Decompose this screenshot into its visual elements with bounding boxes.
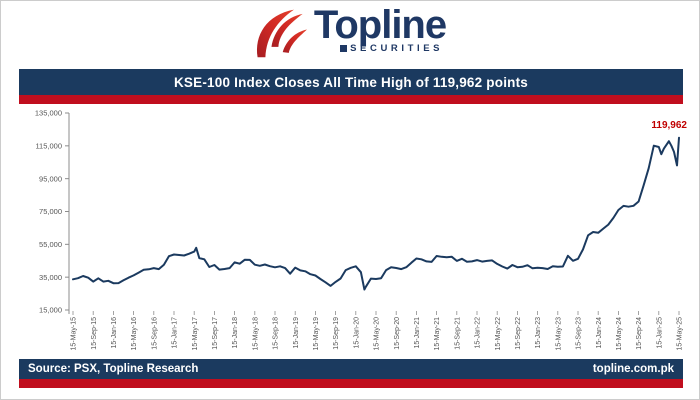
x-tick-label: 15-Jan-17 [172, 317, 179, 349]
x-tick-label: 15-May-18 [252, 317, 259, 351]
title-banner: KSE-100 Index Closes All Time High of 11… [19, 69, 683, 104]
title-banner-bar: KSE-100 Index Closes All Time High of 11… [19, 69, 683, 95]
kse100-chart: 15,000 35,000 55,000 75,000 95,000 115,000 135… [19, 106, 693, 358]
logo-brand: Topline [313, 3, 447, 47]
x-tick-label: 15-May-23 [555, 317, 562, 351]
website-label: topline.com.pk [592, 363, 674, 375]
logo-subtitle: SECURITIES [314, 43, 446, 54]
y-tick-label: 95,000 [39, 174, 62, 183]
x-tick-label: 15-May-24 [616, 317, 623, 351]
x-tick-label: 15-May-21 [434, 317, 441, 351]
x-tick-label: 15-May-17 [192, 317, 199, 351]
x-tick-label: 15-Sep-16 [151, 317, 158, 350]
x-tick-label: 15-Sep-23 [576, 317, 583, 350]
x-tick-label: 15-Sep-15 [91, 317, 98, 350]
kse100-chart-svg: 15,000 35,000 55,000 75,000 95,000 115,000 135… [35, 109, 688, 351]
y-tick-label: 55,000 [39, 240, 62, 249]
x-tick-label: 15-Jan-22 [475, 317, 482, 349]
y-tick-label: 135,000 [35, 109, 62, 118]
x-tick-label: 15-Sep-20 [394, 317, 401, 350]
x-tick-label: 15-Jan-20 [353, 317, 360, 349]
x-tick-label: 15-Jan-25 [656, 317, 663, 349]
topline-logo: Topline SECURITIES [1, 4, 699, 66]
y-tick-label: 115,000 [35, 141, 62, 150]
x-tick-label: 15-May-25 [677, 317, 684, 351]
logo-square-icon [340, 45, 348, 52]
x-tick-label: 15-Jan-18 [232, 317, 239, 349]
footer-banner: Source: PSX, Topline Research topline.co… [19, 359, 683, 388]
y-tick-label: 35,000 [39, 273, 62, 282]
x-tick-label: 15-Jan-24 [596, 317, 603, 349]
y-tick-label: 15,000 [39, 306, 62, 315]
all-time-high-annotation: 119,962 [651, 120, 687, 131]
x-tick-label: 15-Jan-19 [293, 317, 300, 349]
x-tick-label: 15-Sep-19 [333, 317, 340, 350]
footer-stripe [19, 379, 683, 388]
x-tick-label: 15-Jan-21 [414, 317, 421, 349]
x-tick-label: 15-Sep-21 [454, 317, 461, 350]
title-banner-stripe [19, 95, 683, 104]
x-tick-label: 15-May-16 [131, 317, 138, 351]
x-tick-label: 15-Sep-18 [273, 317, 280, 350]
logo-subtitle-text: SECURITIES [350, 43, 444, 54]
x-tick-label: 15-Sep-17 [212, 317, 219, 350]
kse100-index-line [72, 136, 680, 291]
x-tick-label: 15-May-22 [495, 317, 502, 351]
x-tick-label: 15-Jan-16 [111, 317, 118, 349]
x-tick-label: 15-Sep-22 [515, 317, 522, 350]
source-note: Source: PSX, Topline Research [28, 363, 199, 375]
x-tick-label: 15-May-15 [71, 317, 78, 351]
x-tick-label: 15-May-19 [313, 317, 320, 351]
x-tick-label: 15-Sep-24 [636, 317, 643, 350]
footer-bar: Source: PSX, Topline Research topline.co… [19, 359, 683, 379]
x-tick-label: 15-Jan-23 [535, 317, 542, 349]
topline-swoosh-icon [256, 9, 307, 58]
logo-text: Topline SECURITIES [313, 3, 447, 54]
y-tick-label: 75,000 [39, 207, 62, 216]
chart-title: KSE-100 Index Closes All Time High of 11… [173, 74, 528, 90]
x-tick-label: 15-May-20 [374, 317, 381, 351]
